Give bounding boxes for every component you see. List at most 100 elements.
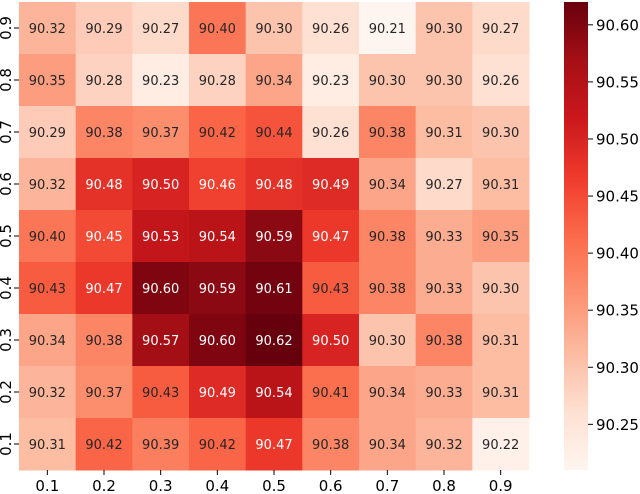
y-tick-label: 0.4	[0, 276, 15, 300]
heatmap-cell	[75, 314, 133, 367]
heatmap-cell	[75, 158, 133, 211]
colorbar-tick-label: 90.60	[596, 16, 639, 34]
cell-value-label: 90.50	[312, 334, 349, 349]
heatmap-cell	[472, 54, 530, 107]
heatmap-cell	[132, 106, 190, 159]
cell-value-label: 90.47	[85, 282, 122, 297]
heatmap-cell	[359, 106, 417, 159]
heatmap-cell	[472, 158, 530, 211]
heatmap-cell	[302, 2, 360, 55]
heatmap-cell	[415, 262, 473, 315]
cell-value-label: 90.37	[142, 126, 179, 141]
heatmap-cell	[245, 418, 303, 471]
cell-value-label: 90.38	[312, 438, 349, 453]
cell-value-label: 90.47	[255, 438, 292, 453]
x-tick-label: 0.4	[205, 477, 229, 494]
cell-value-label: 90.31	[425, 126, 462, 141]
colorbar-tick-label: 90.55	[596, 73, 639, 91]
cell-value-label: 90.26	[312, 126, 349, 141]
cell-value-label: 90.59	[255, 230, 292, 245]
cell-value-label: 90.60	[142, 282, 179, 297]
cell-value-label: 90.54	[255, 386, 292, 401]
heatmap-cell	[415, 314, 473, 367]
cell-value-label: 90.35	[29, 74, 66, 89]
cell-value-label: 90.53	[142, 230, 179, 245]
cell-value-label: 90.49	[199, 386, 236, 401]
cell-value-label: 90.38	[369, 282, 406, 297]
heatmap-cell	[415, 106, 473, 159]
cell-value-label: 90.48	[255, 178, 292, 193]
x-tick-label: 0.2	[92, 477, 116, 494]
cell-value-label: 90.49	[312, 178, 349, 193]
heatmap-cell	[132, 54, 190, 107]
cell-value-label: 90.43	[142, 386, 179, 401]
y-tick-label: 0.6	[0, 172, 15, 196]
heatmap-cell	[19, 106, 77, 159]
colorbar	[564, 2, 588, 470]
heatmap-cell	[189, 262, 247, 315]
y-tick-label: 0.8	[0, 68, 15, 92]
y-tick-label: 0.9	[0, 16, 15, 40]
heatmap-cell	[472, 262, 530, 315]
heatmap-cell	[415, 54, 473, 107]
cell-value-label: 90.30	[369, 74, 406, 89]
colorbar-tick-label: 90.50	[596, 130, 639, 148]
heatmap-cell	[302, 210, 360, 263]
heatmap-cell	[302, 366, 360, 419]
x-tick-label: 0.1	[35, 477, 59, 494]
heatmap-cell	[189, 366, 247, 419]
cell-value-label: 90.32	[29, 386, 66, 401]
heatmap-cell	[472, 210, 530, 263]
heatmap-cell	[245, 210, 303, 263]
heatmap-cell	[189, 106, 247, 159]
cell-value-label: 90.54	[199, 230, 236, 245]
cell-value-label: 90.38	[369, 126, 406, 141]
heatmap-cell	[415, 2, 473, 55]
cell-value-label: 90.32	[425, 438, 462, 453]
heatmap-cell	[75, 106, 133, 159]
heatmap-cell	[19, 158, 77, 211]
y-axis: 0.9 0.8 0.7 0.6 0.5 0.4 0.3 0.2 0.1	[0, 16, 19, 456]
cell-value-label: 90.34	[369, 386, 406, 401]
cell-value-label: 90.30	[482, 282, 519, 297]
heatmap-cell	[359, 366, 417, 419]
cell-value-label: 90.26	[482, 74, 519, 89]
cell-value-label: 90.27	[425, 178, 462, 193]
heatmap-cell	[19, 262, 77, 315]
heatmap-cell	[245, 366, 303, 419]
cell-value-label: 90.38	[425, 334, 462, 349]
heatmap-cell	[132, 210, 190, 263]
colorbar-tick-label: 90.25	[596, 416, 639, 434]
cell-value-label: 90.29	[85, 22, 122, 37]
cell-value-label: 90.32	[29, 22, 66, 37]
cell-value-label: 90.35	[482, 230, 519, 245]
heatmap-cell	[189, 54, 247, 107]
heatmap-cell	[132, 262, 190, 315]
cell-value-label: 90.37	[85, 386, 122, 401]
heatmap-cell	[75, 418, 133, 471]
cell-value-label: 90.32	[29, 178, 66, 193]
x-tick-label: 0.9	[489, 477, 513, 494]
y-tick-label: 0.7	[0, 120, 15, 144]
cell-value-label: 90.57	[142, 334, 179, 349]
cell-value-label: 90.43	[29, 282, 66, 297]
heatmap-cell	[75, 54, 133, 107]
cell-value-label: 90.45	[85, 230, 122, 245]
cell-value-label: 90.30	[425, 74, 462, 89]
cell-value-label: 90.33	[425, 386, 462, 401]
cell-value-label: 90.31	[29, 438, 66, 453]
heatmap-cell	[75, 210, 133, 263]
heatmap-cell	[132, 2, 190, 55]
cell-value-label: 90.42	[199, 126, 236, 141]
heatmap-cell	[189, 418, 247, 471]
cell-value-label: 90.61	[255, 282, 292, 297]
heatmap-cell	[245, 2, 303, 55]
heatmap-cell	[19, 418, 77, 471]
colorbar-tick-label: 90.35	[596, 302, 639, 320]
heatmap-cell	[19, 54, 77, 107]
colorbar-tick-label: 90.30	[596, 359, 639, 377]
cell-value-label: 90.43	[312, 282, 349, 297]
y-tick-label: 0.2	[0, 380, 15, 404]
cell-value-label: 90.31	[482, 386, 519, 401]
